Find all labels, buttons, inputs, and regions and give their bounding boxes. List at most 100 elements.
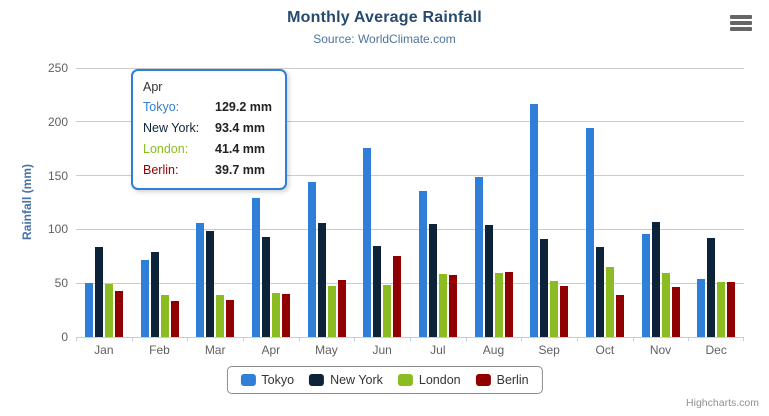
x-axis-tick-label: Jan bbox=[94, 343, 114, 357]
bar-groups bbox=[76, 68, 744, 337]
bar-london-sep[interactable] bbox=[550, 280, 559, 337]
bar-new-york-aug[interactable] bbox=[484, 224, 493, 337]
category-group-jun bbox=[354, 68, 410, 337]
legend-item-new-york[interactable]: New York bbox=[309, 373, 383, 387]
category-group-jan bbox=[76, 68, 132, 337]
bar-new-york-jan[interactable] bbox=[94, 247, 103, 337]
gridline bbox=[76, 121, 744, 123]
gridline bbox=[76, 175, 744, 177]
bar-new-york-jun[interactable] bbox=[373, 246, 382, 337]
bar-london-dec[interactable] bbox=[717, 281, 726, 337]
bar-tokyo-jan[interactable] bbox=[84, 283, 93, 337]
tooltip-series-value: 93.4 mm bbox=[215, 121, 266, 135]
bar-tokyo-aug[interactable] bbox=[474, 177, 483, 337]
bar-tokyo-nov[interactable] bbox=[641, 234, 650, 337]
bar-london-may[interactable] bbox=[327, 286, 336, 337]
bar-berlin-jul[interactable] bbox=[448, 275, 457, 337]
bar-new-york-apr[interactable] bbox=[261, 236, 270, 337]
bar-berlin-feb[interactable] bbox=[170, 301, 179, 337]
bar-london-aug[interactable] bbox=[494, 272, 503, 337]
bar-berlin-sep[interactable] bbox=[560, 285, 569, 337]
bar-new-york-mar[interactable] bbox=[206, 231, 215, 337]
legend-item-tokyo[interactable]: Tokyo bbox=[240, 373, 294, 387]
bar-new-york-oct[interactable] bbox=[595, 247, 604, 337]
legend-label: Tokyo bbox=[261, 373, 295, 387]
bar-tokyo-dec[interactable] bbox=[697, 278, 706, 337]
bar-new-york-dec[interactable] bbox=[707, 237, 716, 337]
tooltip-row: New York: 93.4 mm bbox=[143, 118, 275, 139]
y-axis-tick-label: 250 bbox=[47, 61, 68, 75]
highcharts-credit-link[interactable]: Highcharts.com bbox=[686, 397, 759, 409]
x-axis-tick bbox=[410, 337, 411, 341]
y-axis-tick-label: 150 bbox=[47, 168, 68, 183]
bar-berlin-dec[interactable] bbox=[727, 282, 736, 337]
category-group-feb bbox=[132, 68, 188, 337]
bar-tokyo-may[interactable] bbox=[307, 182, 316, 337]
tooltip-row: London: 41.4 mm bbox=[143, 139, 275, 160]
bar-tokyo-sep[interactable] bbox=[530, 104, 539, 337]
tooltip-series-value: 41.4 mm bbox=[215, 142, 266, 156]
bar-tokyo-apr[interactable] bbox=[251, 198, 260, 337]
legend-swatch-icon bbox=[309, 374, 325, 386]
bar-new-york-sep[interactable] bbox=[540, 238, 549, 337]
bar-london-feb[interactable] bbox=[160, 295, 169, 337]
tooltip-series-label: London: bbox=[143, 142, 189, 156]
bar-london-mar[interactable] bbox=[216, 294, 225, 337]
bar-new-york-may[interactable] bbox=[317, 222, 326, 337]
bar-berlin-aug[interactable] bbox=[504, 272, 513, 337]
bar-berlin-oct[interactable] bbox=[615, 294, 624, 337]
hamburger-icon bbox=[730, 27, 752, 31]
x-axis-tick-label: Mar bbox=[204, 343, 226, 357]
x-axis-tick bbox=[243, 337, 244, 341]
bar-london-oct[interactable] bbox=[605, 266, 614, 337]
bar-tokyo-oct[interactable] bbox=[585, 128, 594, 337]
chart-title: Monthly Average Rainfall bbox=[287, 9, 482, 26]
bar-berlin-mar[interactable] bbox=[226, 299, 235, 337]
category-group-jul bbox=[410, 68, 466, 337]
bar-new-york-jul[interactable] bbox=[428, 224, 437, 337]
bar-london-apr[interactable] bbox=[271, 292, 280, 337]
bar-london-nov[interactable] bbox=[661, 273, 670, 337]
hamburger-icon bbox=[730, 15, 752, 19]
tooltip-series-label: Berlin: bbox=[143, 163, 179, 177]
bar-berlin-nov[interactable] bbox=[671, 286, 680, 337]
bar-new-york-feb[interactable] bbox=[150, 252, 159, 337]
y-axis-tick-label: 100 bbox=[47, 222, 68, 237]
tooltip-series-label: Tokyo: bbox=[143, 100, 180, 114]
tooltip-rows: Tokyo: 129.2 mm New York: 93.4 mm London: 41.… bbox=[143, 97, 275, 181]
category-group-apr bbox=[243, 68, 299, 337]
gridline bbox=[76, 228, 744, 230]
x-axis-tick bbox=[76, 337, 77, 341]
chart-subtitle: Source: WorldClimate.com bbox=[313, 32, 456, 46]
bar-tokyo-feb[interactable] bbox=[140, 260, 149, 337]
tooltip-row: Berlin: 39.7 mm bbox=[143, 160, 275, 181]
legend-item-berlin[interactable]: Berlin bbox=[475, 373, 529, 387]
category-group-oct bbox=[577, 68, 633, 337]
gridline bbox=[76, 67, 744, 69]
tooltip-series-value: 129.2 mm bbox=[215, 100, 272, 114]
bar-berlin-apr[interactable] bbox=[281, 294, 290, 337]
legend-label: Berlin bbox=[496, 373, 529, 387]
bar-berlin-jun[interactable] bbox=[393, 255, 402, 337]
legend-item-london[interactable]: London bbox=[397, 373, 461, 387]
bar-london-jun[interactable] bbox=[383, 285, 392, 337]
bar-tokyo-mar[interactable] bbox=[196, 222, 205, 337]
tooltip: Apr Tokyo: 129.2 mm New York: 93.4 mm London… bbox=[131, 69, 287, 190]
export-menu-button[interactable] bbox=[730, 15, 752, 31]
x-axis-tick bbox=[577, 337, 578, 341]
x-axis-tick bbox=[131, 337, 133, 341]
bar-berlin-jan[interactable] bbox=[114, 291, 123, 337]
bar-tokyo-jun[interactable] bbox=[363, 147, 372, 337]
bar-berlin-may[interactable] bbox=[337, 280, 346, 337]
bar-new-york-nov[interactable] bbox=[651, 222, 660, 337]
x-axis-tick bbox=[354, 337, 356, 341]
x-axis-tick bbox=[187, 337, 189, 341]
y-axis-tick-label: 50 bbox=[54, 276, 68, 291]
hamburger-icon bbox=[730, 21, 752, 25]
bar-london-jan[interactable] bbox=[104, 284, 113, 337]
legend-swatch-icon bbox=[397, 374, 413, 386]
bar-london-jul[interactable] bbox=[438, 273, 447, 337]
x-axis-tick bbox=[465, 337, 467, 341]
bar-tokyo-jul[interactable] bbox=[418, 191, 427, 337]
